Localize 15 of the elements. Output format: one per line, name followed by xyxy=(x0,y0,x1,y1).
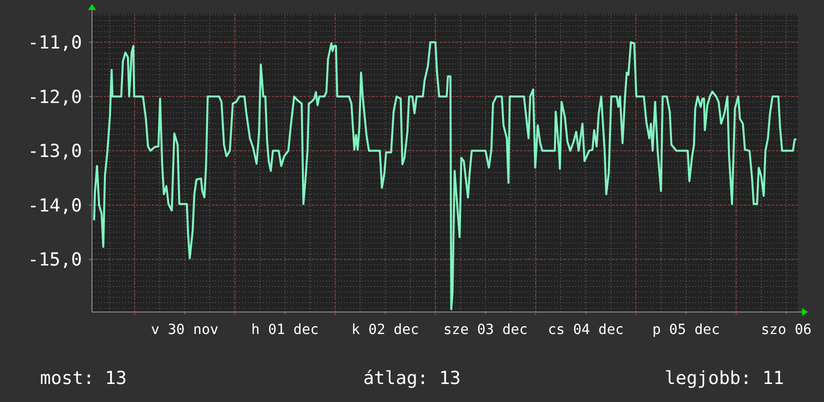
y-tick-label: -14,0 xyxy=(28,195,82,216)
x-tick-label: v 30 nov xyxy=(151,322,218,338)
y-tick-label: -11,0 xyxy=(28,32,82,54)
x-tick-label: h 01 dec xyxy=(251,322,319,338)
y-tick-label: -15,0 xyxy=(28,250,82,271)
x-tick-label: p 05 dec xyxy=(652,322,720,338)
x-tick-label: szo 06 xyxy=(761,322,812,338)
text: átlag: 13 xyxy=(363,368,461,389)
x-tick-label: cs 04 dec xyxy=(548,322,624,338)
text: legjobb: 11 xyxy=(664,368,784,389)
y-tick-label: -13,0 xyxy=(28,141,82,162)
y-tick-label: -12,0 xyxy=(28,86,82,108)
text: most: 13 xyxy=(40,368,127,389)
x-tick-label: sze 03 dec xyxy=(443,322,528,338)
x-tick-label: k 02 dec xyxy=(352,322,419,338)
